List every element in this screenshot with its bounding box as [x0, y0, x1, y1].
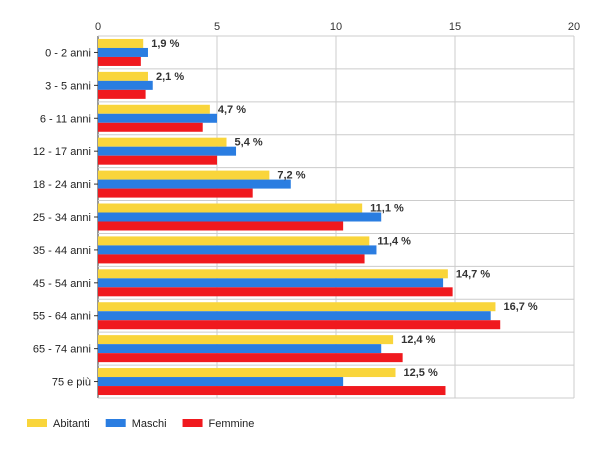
bar-maschi — [98, 212, 382, 222]
category-label: 18 - 24 anni — [33, 179, 91, 191]
x-tick-label: 0 — [95, 21, 101, 33]
bar-femmine — [98, 56, 141, 66]
category-labels: 0 - 2 anni 3 - 5 anni 6 - 11 anni 12 - 17 a… — [33, 47, 98, 389]
bar-maschi — [98, 377, 344, 387]
bar-maschi — [98, 146, 237, 156]
data-label: 4,7 % — [218, 104, 246, 116]
data-label: 1,9 % — [151, 38, 179, 50]
category-label: 55 - 64 anni — [33, 311, 91, 323]
category-label: 3 - 5 anni — [45, 80, 91, 92]
bar-maschi — [98, 311, 491, 321]
bar-abitanti — [98, 203, 363, 213]
data-label: 16,7 % — [503, 301, 537, 313]
category-label: 45 - 54 anni — [33, 278, 91, 290]
bar-femmine — [98, 287, 453, 297]
bar-femmine — [98, 254, 365, 264]
bar-abitanti — [98, 302, 496, 312]
legend: Abitanti Maschi Femmine — [27, 418, 254, 430]
data-label: 11,4 % — [377, 235, 411, 247]
legend-swatch-abitanti — [27, 419, 47, 427]
bar-femmine — [98, 353, 403, 363]
bar-maschi — [98, 47, 148, 57]
x-tick-label: 15 — [449, 21, 461, 33]
data-label: 12,5 % — [404, 367, 438, 379]
bar-femmine — [98, 320, 501, 330]
bar-abitanti — [98, 137, 227, 147]
bar-femmine — [98, 122, 203, 132]
bar-femmine — [98, 221, 344, 231]
legend-label-femmine: Femmine — [209, 418, 255, 430]
bar-femmine — [98, 89, 146, 99]
bar-maschi — [98, 179, 291, 189]
legend-label-maschi: Maschi — [132, 418, 167, 430]
legend-swatch-maschi — [105, 419, 126, 427]
category-label: 6 - 11 anni — [40, 113, 91, 125]
bar-abitanti — [98, 38, 144, 48]
bar-abitanti — [98, 104, 210, 114]
category-label: 35 - 44 anni — [33, 245, 91, 257]
legend-label-abitanti: Abitanti — [53, 418, 90, 430]
category-label: 75 e più — [52, 377, 91, 389]
data-label: 7,2 % — [277, 170, 305, 182]
x-tick-label: 20 — [568, 21, 580, 33]
data-label: 12,4 % — [401, 334, 435, 346]
bar-abitanti — [98, 170, 270, 180]
category-label: 12 - 17 anni — [33, 146, 91, 158]
bar-femmine — [98, 155, 217, 165]
bar-maschi — [98, 80, 153, 90]
bar-abitanti — [98, 335, 394, 345]
category-label: 0 - 2 anni — [45, 47, 91, 59]
data-label: 14,7 % — [456, 268, 490, 280]
data-label: 5,4 % — [235, 137, 263, 149]
category-label: 65 - 74 anni — [33, 344, 91, 356]
bar-femmine — [98, 386, 446, 396]
grid-lines — [97, 35, 575, 399]
bar-maschi — [98, 344, 382, 354]
bar-maschi — [98, 113, 217, 123]
category-label: 25 - 34 anni — [33, 212, 91, 224]
bar-femmine — [98, 188, 253, 198]
data-labels: 1,9 % 2,1 % 4,7 % 5,4 % 7,2 % 11,1 % 11,4 % 14,… — [151, 38, 538, 379]
bars — [98, 38, 501, 396]
legend-swatch-femmine — [182, 419, 203, 427]
data-label: 11,1 % — [370, 203, 404, 215]
bar-abitanti — [98, 368, 396, 378]
data-label: 2,1 % — [156, 71, 184, 83]
bar-abitanti — [98, 236, 370, 246]
x-tick-label: 10 — [330, 21, 342, 33]
bar-abitanti — [98, 71, 148, 81]
bar-maschi — [98, 245, 377, 255]
bar-abitanti — [98, 269, 448, 279]
bar-maschi — [98, 278, 444, 288]
x-axis-ticks: 0 5 10 15 20 — [95, 21, 580, 33]
x-tick-label: 5 — [214, 21, 220, 33]
